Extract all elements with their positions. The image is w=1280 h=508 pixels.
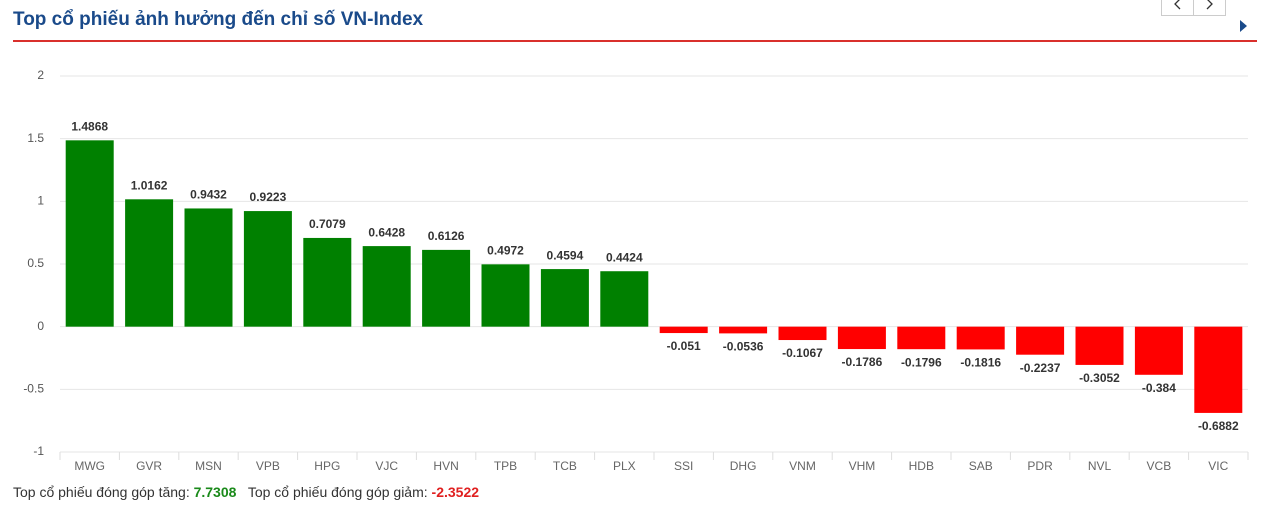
- x-tick-label: DHG: [730, 459, 757, 473]
- x-tick-label: VHM: [849, 459, 876, 473]
- data-label: 1.0162: [131, 178, 168, 192]
- x-tick-label: TCB: [553, 459, 577, 473]
- bar: [1134, 326, 1183, 375]
- data-label: -0.384: [1142, 381, 1176, 395]
- bar: [837, 326, 886, 350]
- bar: [65, 140, 114, 327]
- bar: [956, 326, 1005, 350]
- bar: [1075, 326, 1124, 365]
- data-label: -0.1067: [782, 346, 823, 360]
- bar: [897, 326, 946, 350]
- x-tick-label: HDB: [909, 459, 934, 473]
- x-tick-label: HVN: [433, 459, 458, 473]
- y-tick-label: 2: [37, 68, 44, 82]
- data-label: -0.1786: [842, 355, 883, 369]
- data-label: 0.7079: [309, 217, 346, 231]
- bar: [362, 246, 411, 327]
- y-tick-label: -0.5: [23, 382, 44, 396]
- x-tick-label: VCB: [1147, 459, 1172, 473]
- data-label: -0.1816: [960, 356, 1001, 370]
- y-tick-label: -1: [33, 444, 44, 458]
- data-label: 0.4972: [487, 244, 524, 258]
- loss-value: -2.3522: [431, 484, 480, 500]
- next-icon: [1206, 0, 1213, 10]
- x-tick-label: VPB: [256, 459, 280, 473]
- bar: [481, 264, 530, 327]
- x-tick-label: PLX: [613, 459, 636, 473]
- y-tick-label: 0.5: [27, 256, 44, 270]
- chart-title: Top cổ phiếu ảnh hưởng đến chỉ số VN-Ind…: [13, 9, 424, 30]
- x-tick-label: TPB: [494, 459, 517, 473]
- x-tick-label: VIC: [1208, 459, 1228, 473]
- bar: [125, 199, 174, 327]
- bar: [659, 326, 708, 334]
- more-icon[interactable]: [1240, 20, 1247, 32]
- data-label: 0.4424: [606, 250, 643, 264]
- footer: Top cổ phiếu đóng góp tăng: 7.7308 Top c…: [13, 484, 479, 500]
- data-label: -0.6882: [1198, 419, 1239, 433]
- bar: [540, 269, 589, 327]
- bar: [778, 326, 827, 341]
- gain-label: Top cổ phiếu đóng góp tăng:: [13, 484, 190, 500]
- y-tick-label: 1: [37, 194, 44, 208]
- x-tick-label: HPG: [314, 459, 340, 473]
- bar: [600, 271, 649, 327]
- bar: [1194, 326, 1243, 413]
- x-tick-label: VNM: [789, 459, 816, 473]
- data-label: 0.6428: [368, 225, 405, 239]
- loss-label: Top cổ phiếu đóng góp giảm:: [247, 484, 428, 500]
- data-label: 0.6126: [428, 229, 465, 243]
- x-tick-label: MSN: [195, 459, 222, 473]
- x-tick-label: MWG: [74, 459, 105, 473]
- prev-icon: [1174, 0, 1181, 10]
- data-label: 0.9223: [250, 190, 287, 204]
- x-tick-label: SSI: [674, 459, 693, 473]
- x-tick-label: SAB: [969, 459, 993, 473]
- x-tick-label: GVR: [136, 459, 162, 473]
- data-label: -0.1796: [901, 355, 942, 369]
- bar: [303, 237, 352, 327]
- data-label: -0.051: [667, 339, 701, 353]
- data-label: 0.4594: [547, 248, 584, 262]
- bar: [1016, 326, 1065, 355]
- data-label: 1.4868: [71, 119, 108, 133]
- data-label: -0.0536: [723, 340, 764, 354]
- data-label: -0.2237: [1020, 361, 1061, 375]
- bar: [243, 211, 292, 327]
- gain-value: 7.7308: [193, 484, 237, 500]
- next-button[interactable]: [1193, 0, 1226, 16]
- y-tick-label: 0: [37, 319, 44, 333]
- y-tick-label: 1.5: [27, 131, 44, 145]
- data-label: 0.9432: [190, 188, 227, 202]
- x-tick-label: VJC: [375, 459, 398, 473]
- bar: [719, 326, 768, 334]
- data-label: -0.3052: [1079, 371, 1120, 385]
- bar: [184, 208, 233, 327]
- x-tick-label: PDR: [1027, 459, 1053, 473]
- x-tick-label: NVL: [1088, 459, 1112, 473]
- bar: [422, 249, 471, 327]
